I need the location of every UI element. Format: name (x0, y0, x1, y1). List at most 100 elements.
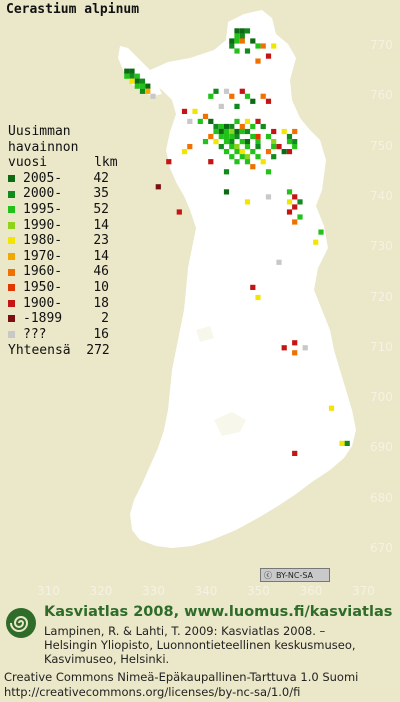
observation-square (229, 144, 235, 150)
legend-label: 1980- (23, 233, 63, 249)
legend-swatch (8, 221, 15, 229)
observation-marks (124, 28, 350, 456)
observation-square (229, 128, 235, 135)
legend-swatch (8, 237, 15, 245)
observation-square (244, 48, 251, 54)
observation-square (129, 73, 135, 79)
y-tick-label: 760 (370, 88, 393, 103)
observation-square (234, 144, 240, 150)
legend-count: 14 (93, 217, 109, 233)
legend-item: 2005- 42 (8, 171, 118, 187)
observation-square (250, 284, 256, 290)
observation-square (229, 43, 235, 49)
observation-square (239, 33, 245, 39)
observation-square (271, 43, 277, 49)
legend-swatch (8, 268, 15, 276)
observation-square (234, 149, 240, 155)
observation-square (124, 73, 130, 79)
observation-square (244, 118, 251, 124)
observation-square (292, 194, 298, 200)
observation-square (281, 128, 287, 135)
observation-square (234, 159, 240, 165)
cc-icon: ⓒ (264, 570, 272, 580)
observation-square (223, 123, 230, 130)
observation-square (292, 450, 298, 456)
observation-square (265, 53, 272, 59)
legend-item: -1899 2 (8, 311, 118, 327)
y-tick-label: 720 (370, 289, 393, 304)
legend-swatch (8, 284, 15, 292)
observation-square (223, 189, 230, 195)
y-tick-label: 680 (370, 490, 393, 505)
citation-line-2: Helsingin Yliopisto, Luonnontieteellinen… (44, 638, 356, 652)
observation-square (197, 118, 203, 124)
x-tick-label: 340 (194, 584, 218, 598)
observation-square (286, 209, 293, 215)
observation-square (286, 149, 293, 155)
legend-count: 10 (93, 279, 109, 295)
observation-square (265, 169, 272, 175)
observation-square (139, 88, 146, 94)
legend-item: 1900- 18 (8, 296, 118, 312)
observation-square (234, 133, 240, 140)
observation-square (239, 139, 245, 145)
observation-square (234, 128, 240, 135)
observation-square (239, 128, 245, 135)
species-name: Cerastium alpinum (6, 2, 140, 17)
legend-total-label: Yhteensä (8, 343, 71, 359)
observation-square (244, 28, 251, 34)
observation-square (276, 144, 282, 150)
observation-square (192, 108, 198, 114)
y-tick-label: 700 (370, 390, 393, 405)
legend-item: 1990- 14 (8, 218, 118, 234)
legend-label: 1970- (23, 248, 63, 264)
y-tick-label: 670 (370, 541, 393, 555)
observation-square (286, 133, 293, 140)
license-line-1: Creative Commons Nimeä-Epäkaupallinen-Ta… (4, 670, 359, 684)
observation-square (250, 133, 256, 140)
observation-square (281, 149, 287, 155)
observation-square (255, 139, 261, 145)
observation-square (244, 144, 251, 150)
observation-square (328, 405, 335, 411)
x-tick-label: 350 (247, 584, 270, 598)
observation-square (292, 128, 298, 135)
legend-label: ??? (23, 326, 47, 342)
legend-item: 1970- 14 (8, 249, 118, 265)
observation-square (139, 78, 146, 84)
observation-square (344, 440, 350, 446)
observation-square (318, 229, 324, 235)
observation-square (213, 123, 219, 130)
legend-swatch (8, 315, 15, 323)
finland-northwest-arm (118, 46, 162, 96)
observation-square (234, 103, 240, 109)
observation-square (208, 133, 214, 140)
observation-square (208, 118, 214, 124)
observation-square (129, 78, 135, 84)
observation-square (271, 139, 277, 145)
observation-square (239, 123, 245, 130)
observation-square (286, 139, 293, 145)
observation-square (260, 93, 266, 99)
observation-square (265, 149, 272, 155)
observation-square (176, 209, 182, 215)
observation-square (239, 38, 245, 44)
spiral-logo-icon (6, 608, 36, 638)
legend-swatch (8, 331, 15, 339)
x-tick-label: 370 (352, 584, 375, 598)
observation-square (255, 294, 261, 301)
legend-count: 23 (93, 233, 109, 249)
legend-count: 52 (93, 201, 109, 217)
observation-square (208, 159, 214, 165)
observation-square (271, 144, 277, 150)
observation-square (255, 154, 261, 160)
observation-square (250, 164, 256, 170)
observation-square (208, 93, 214, 99)
observation-square (234, 28, 240, 34)
legend-count: 14 (93, 248, 109, 264)
x-tick-label: 320 (89, 584, 113, 598)
observation-square (229, 139, 235, 145)
observation-square (223, 169, 230, 175)
legend-label: 1995- (23, 201, 63, 217)
